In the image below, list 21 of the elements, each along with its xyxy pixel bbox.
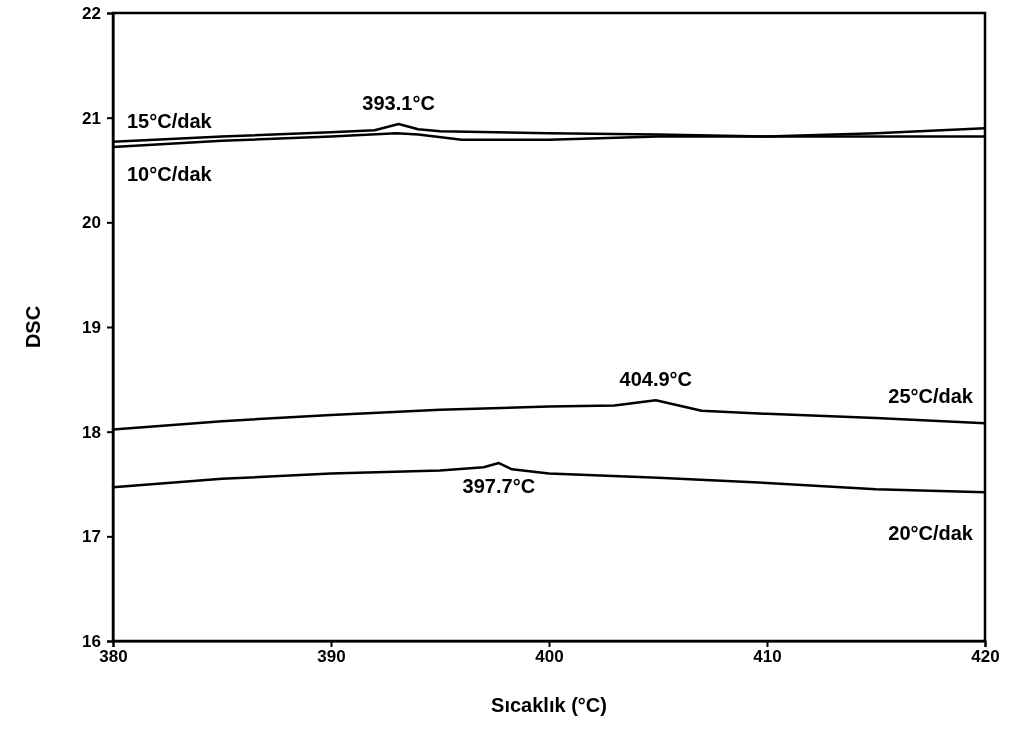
x-tick-label: 400 xyxy=(535,647,564,667)
annotation: 404.9°C xyxy=(619,368,693,391)
y-axis-title: DSC xyxy=(22,305,44,349)
y-tick-label: 21 xyxy=(82,108,101,128)
series-label: 25°C/dak xyxy=(888,385,974,408)
y-tick-label: 17 xyxy=(82,527,101,547)
x-axis-title: Sıcaklık (°C) xyxy=(491,694,607,716)
annotation: 393.1°C xyxy=(362,91,435,114)
y-tick-label: 19 xyxy=(82,317,101,337)
series-label: 10°C/dak xyxy=(127,162,213,185)
x-tick-label: 420 xyxy=(971,647,1000,667)
series-label: 15°C/dak xyxy=(127,109,213,132)
x-tick-label: 390 xyxy=(317,647,346,667)
y-tick-label: 18 xyxy=(82,422,101,442)
annotation: 397.7°C xyxy=(462,475,536,498)
x-tick-label: 410 xyxy=(753,647,782,667)
y-tick-label: 22 xyxy=(82,3,101,23)
y-tick-label: 16 xyxy=(82,631,101,651)
y-tick-label: 20 xyxy=(82,213,101,233)
series-label: 20°C/dak xyxy=(888,522,974,545)
x-tick-label: 380 xyxy=(99,647,128,667)
